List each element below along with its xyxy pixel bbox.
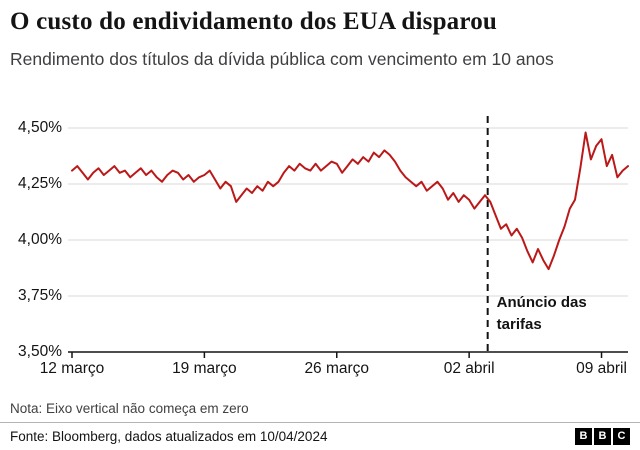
x-axis-label: 09 abril	[576, 360, 627, 377]
y-axis-label: 4,00%	[18, 231, 62, 248]
x-axis-label: 19 março	[172, 360, 237, 377]
bbc-logo-block-c: C	[613, 428, 630, 445]
chart-footer: Fonte: Bloomberg, dados atualizados em 1…	[0, 422, 640, 450]
y-axis-label: 4,25%	[18, 175, 62, 192]
x-axis-label: 02 abril	[443, 360, 495, 377]
annotation-line-1: Anúncio das	[496, 294, 587, 311]
y-axis-label: 3,75%	[18, 287, 62, 304]
annotation-line-2: tarifas	[496, 315, 542, 333]
chart-subtitle: Rendimento dos títulos da dívida pública…	[10, 49, 554, 69]
x-axis-label: 12 março	[39, 360, 105, 377]
bbc-logo-block-b1: B	[575, 428, 592, 445]
chart-note: Nota: Eixo vertical não começa em zero	[10, 401, 249, 416]
y-axis-label: 4,50%	[18, 119, 62, 136]
source-text: Fonte: Bloomberg, dados atualizados em 1…	[10, 429, 328, 444]
annotation-tariff-announcement: Anúncio das tarifas	[497, 292, 617, 336]
y-axis-label: 3,50%	[18, 343, 62, 360]
chart-title: O custo do endividamento dos EUA disparo…	[10, 8, 498, 35]
bbc-logo-block-b2: B	[594, 428, 611, 445]
x-axis-label: 26 março	[304, 360, 370, 377]
bbc-logo: B B C	[575, 428, 630, 445]
